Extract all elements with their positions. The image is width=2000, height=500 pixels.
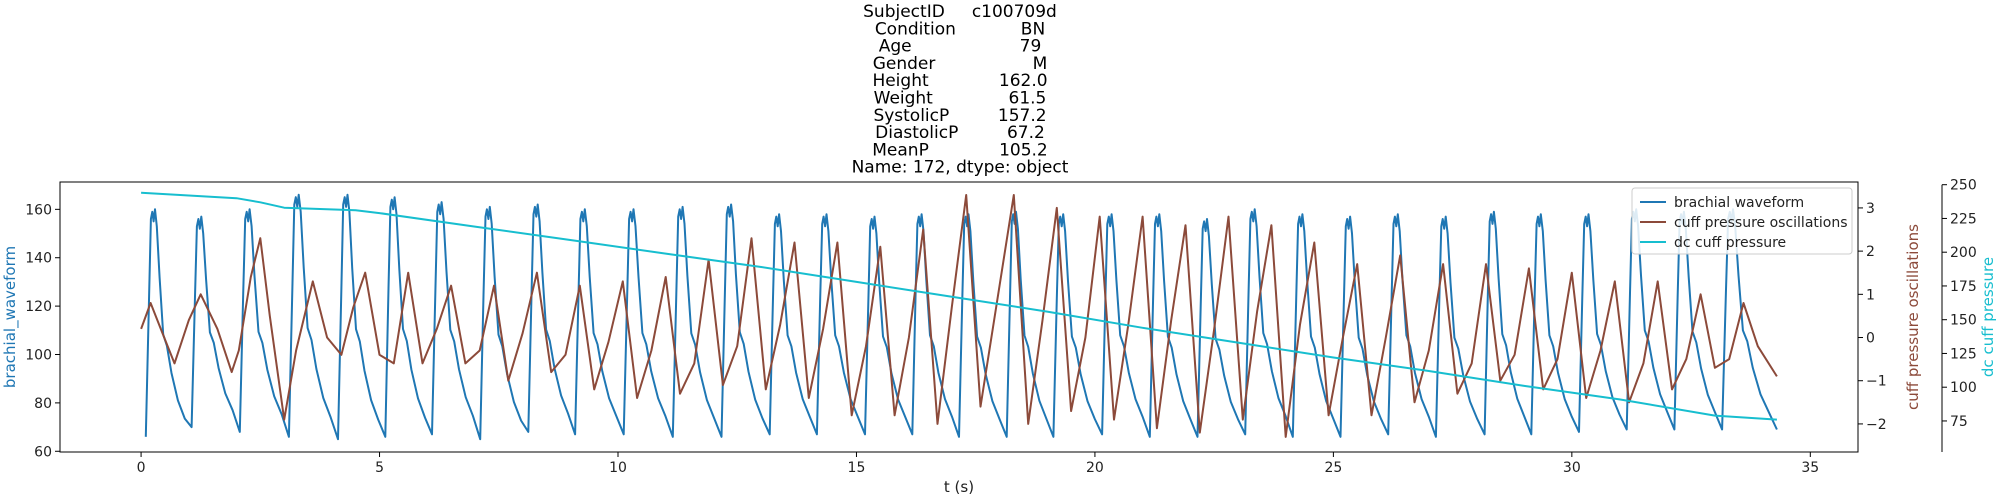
- title-line: Weight 61.5: [874, 89, 1047, 109]
- legend-entry: brachial waveform: [1674, 195, 1804, 211]
- y-tick-label-right2: 250: [1950, 178, 1977, 194]
- y-tick-label-left: 140: [25, 251, 52, 267]
- x-tick-label: 5: [375, 460, 384, 476]
- x-tick-label: 30: [1563, 460, 1581, 476]
- title-line: Name: 172, dtype: object: [852, 158, 1069, 178]
- y-axis-label-right2: dc cuff pressure: [1979, 257, 1997, 377]
- y-tick-label-right1: 1: [1866, 287, 1875, 303]
- y-tick-label-right2: 175: [1950, 279, 1977, 295]
- y-tick-label-right2: 100: [1950, 380, 1977, 396]
- x-tick-label: 35: [1801, 460, 1819, 476]
- y-tick-label-right2: 150: [1950, 313, 1977, 329]
- axes-layer: 0 5 10 15 20 25 30 35 60 80 100 120 140 160 −2 −1 0 1 2 3 75…: [25, 178, 1976, 476]
- dc-cuff-pressure-line: [141, 191, 1777, 421]
- y-tick-label-left: 100: [25, 348, 52, 364]
- y-tick-label-right1: 0: [1866, 331, 1875, 347]
- title-line: SystolicP 157.2: [873, 106, 1046, 126]
- y-tick-label-left: 120: [25, 299, 52, 315]
- title-line: Age 79: [879, 37, 1042, 57]
- series-layer: [140, 191, 1778, 441]
- title-line: Condition BN: [875, 19, 1045, 39]
- title-line: Height 162.0: [872, 71, 1047, 91]
- title-line: DiastolicP 67.2: [875, 123, 1045, 143]
- y-axis-label-right1: cuff pressure oscillations: [1904, 224, 1922, 410]
- y-tick-label-right2: 200: [1950, 245, 1977, 261]
- x-tick-label: 20: [1086, 460, 1104, 476]
- cuff-pressure-oscillations-line: [140, 194, 1778, 438]
- title-line: MeanP 105.2: [872, 140, 1048, 160]
- y-tick-label-left: 80: [34, 396, 52, 412]
- plot-frame: [59, 181, 1859, 453]
- y-tick-label-right1: 3: [1866, 201, 1875, 217]
- y-axis-label-left: brachial_waveform: [1, 246, 20, 388]
- x-tick-label: 25: [1324, 460, 1342, 476]
- y-tick-label-left: 60: [34, 444, 52, 460]
- x-tick-label: 0: [137, 460, 146, 476]
- legend-entry: cuff pressure oscillations: [1674, 215, 1848, 231]
- title-line: Gender M: [873, 54, 1048, 74]
- title-line: SubjectID c100709d: [863, 2, 1057, 22]
- x-tick-label: 10: [609, 460, 627, 476]
- x-axis-label: t (s): [944, 478, 974, 496]
- legend-box: [1631, 187, 1853, 255]
- y-tick-label-right2: 75: [1950, 414, 1968, 430]
- y-tick-label-left: 160: [25, 202, 52, 218]
- brachial-waveform-line: [144, 193, 1778, 441]
- y-tick-label-right1: −1: [1866, 374, 1887, 390]
- y-tick-label-right1: −2: [1866, 417, 1887, 433]
- y-tick-label-right2: 125: [1950, 346, 1977, 362]
- legend-entry: dc cuff pressure: [1674, 235, 1786, 251]
- legend: brachial waveform cuff pressure oscillati…: [1631, 187, 1853, 255]
- y-tick-label-right2: 225: [1950, 211, 1977, 227]
- y-tick-label-right1: 2: [1866, 244, 1875, 260]
- x-tick-label: 15: [848, 460, 866, 476]
